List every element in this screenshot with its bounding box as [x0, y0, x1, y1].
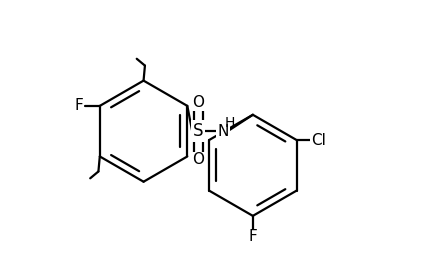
Text: O: O	[192, 95, 204, 110]
Text: Cl: Cl	[311, 132, 326, 148]
Text: S: S	[193, 122, 203, 140]
Text: F: F	[248, 229, 257, 245]
Text: O: O	[192, 152, 204, 167]
Text: F: F	[75, 99, 83, 113]
Text: H: H	[224, 116, 235, 130]
Text: N: N	[217, 124, 229, 139]
